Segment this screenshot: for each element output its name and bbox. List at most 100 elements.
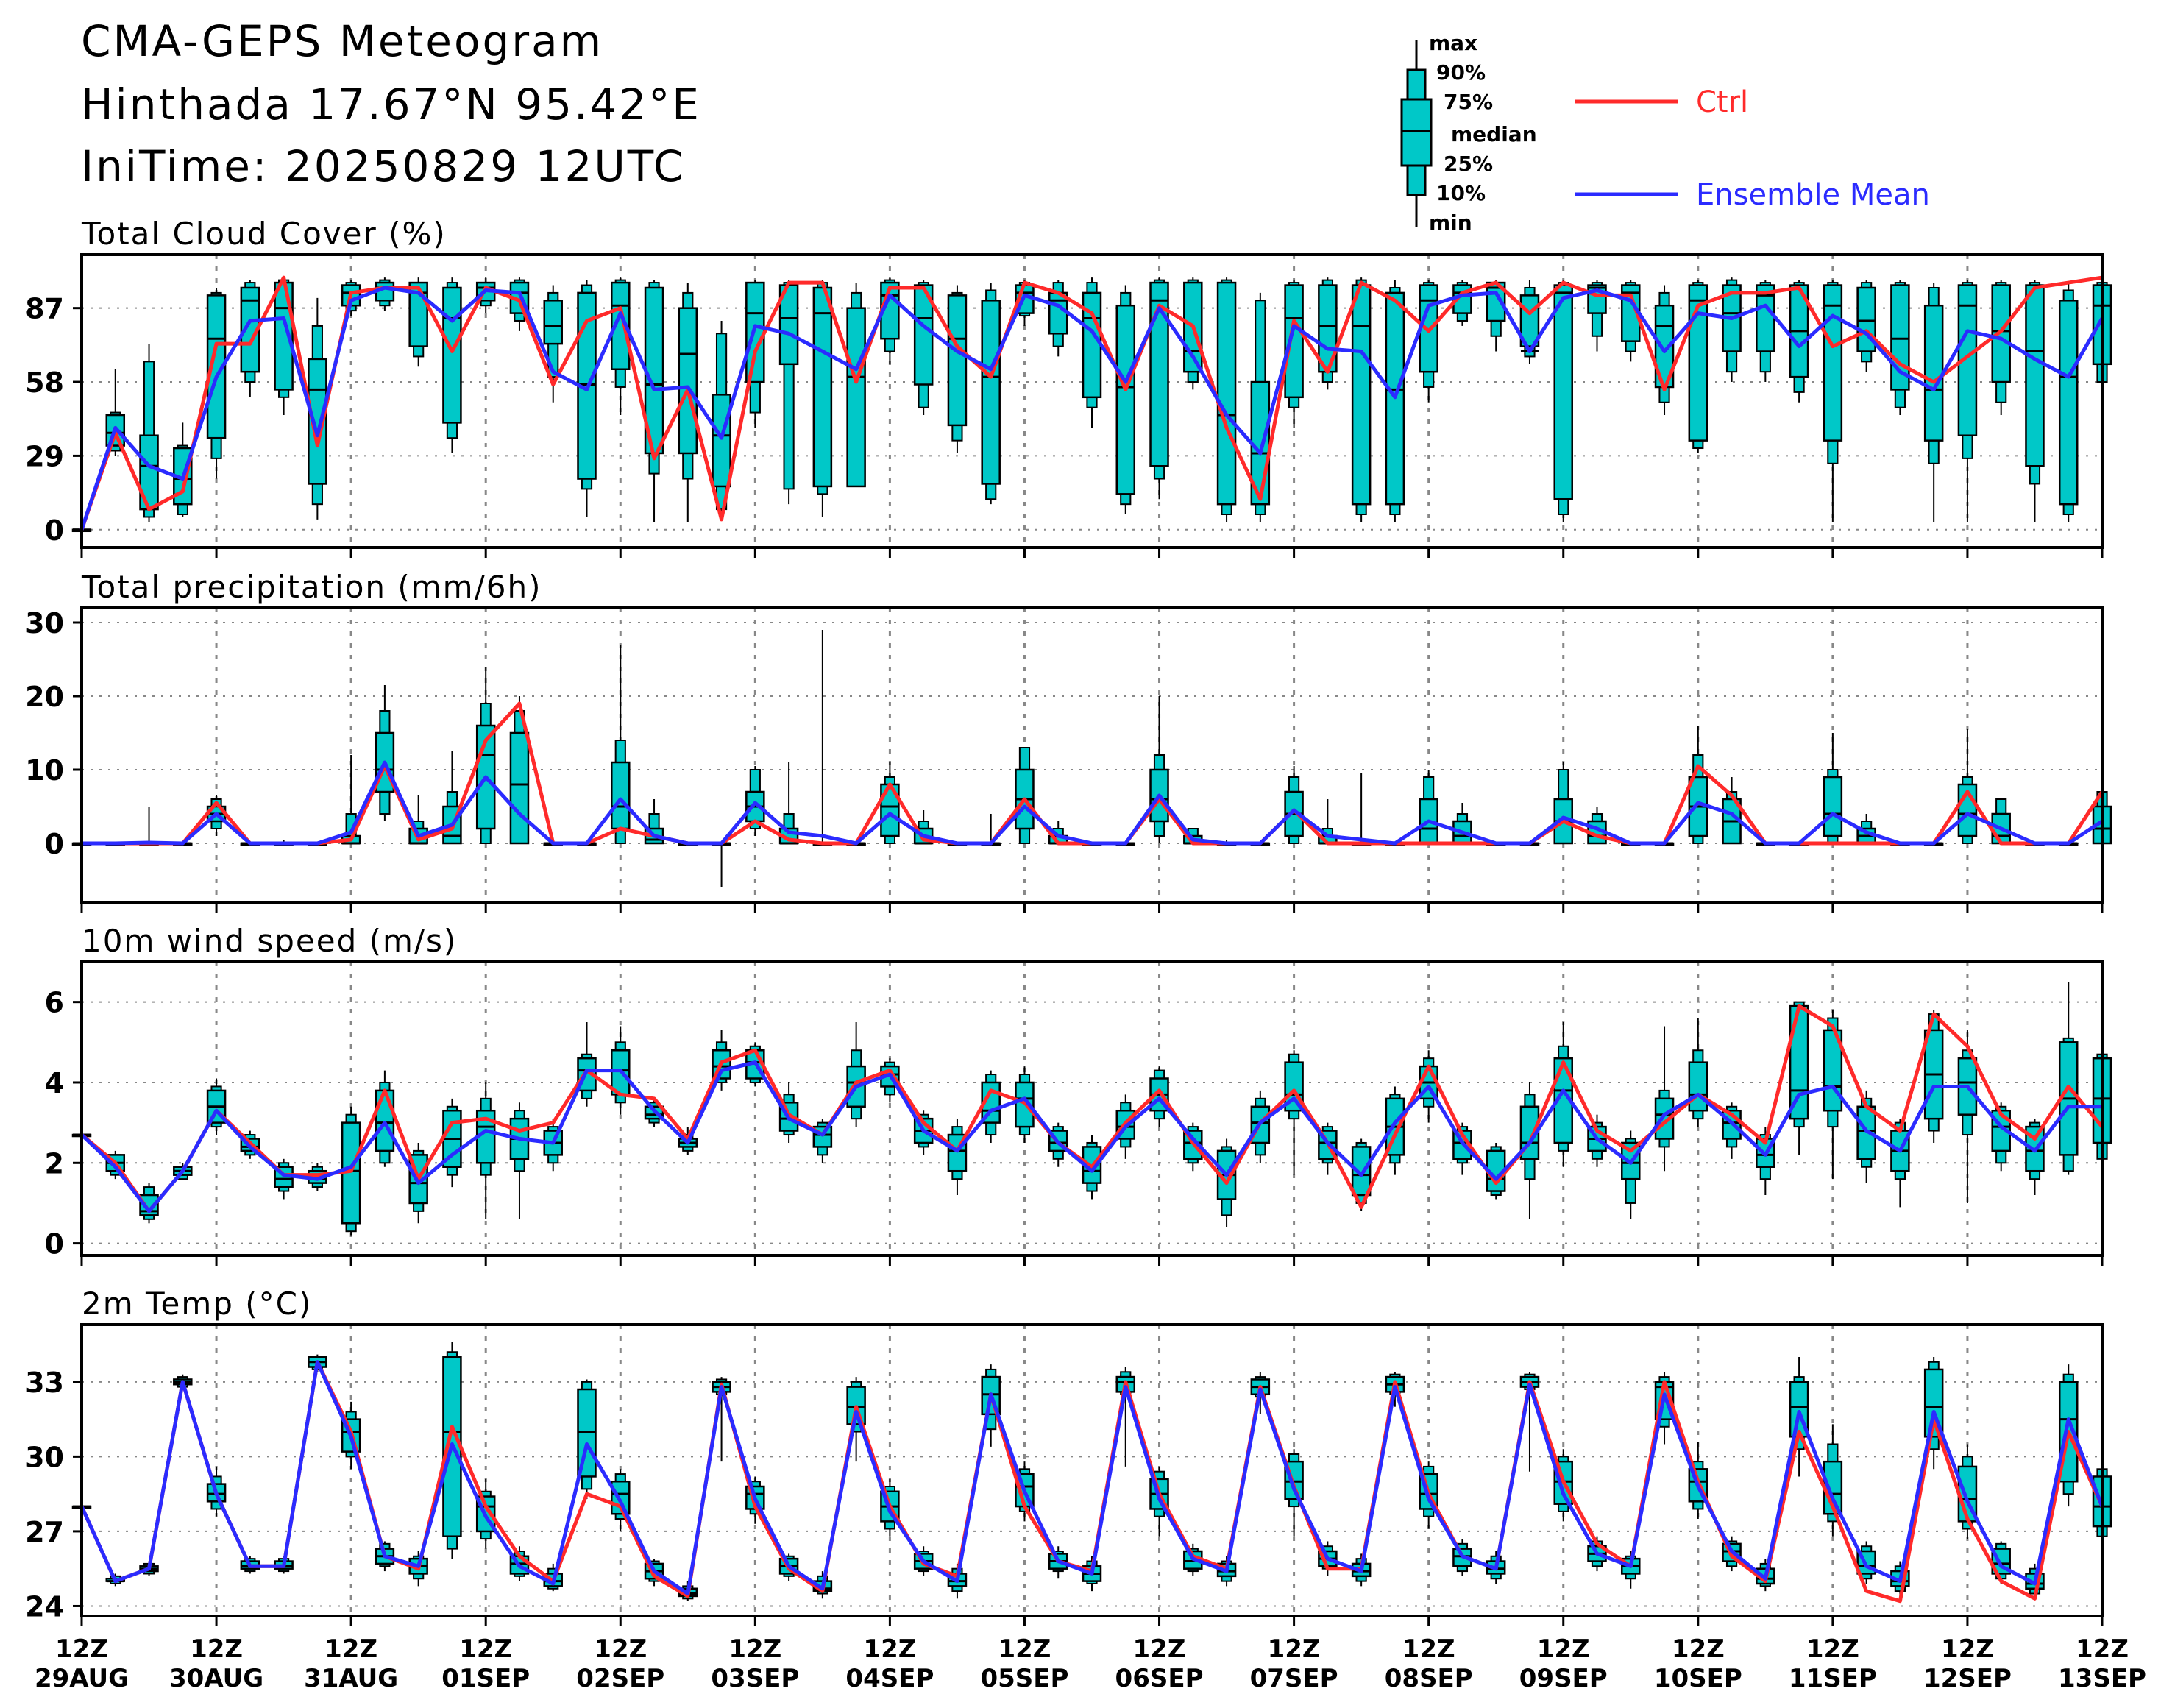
y-tick-label: 30 bbox=[25, 607, 64, 639]
box-25-75 bbox=[1351, 284, 1372, 506]
y-tick-label: 6 bbox=[45, 987, 64, 1019]
y-tick-label: 30 bbox=[25, 1441, 64, 1473]
x-tick-label-hour: 12Z bbox=[459, 1634, 512, 1664]
box-25-75 bbox=[846, 307, 866, 488]
box-25-75 bbox=[1823, 776, 1843, 837]
x-tick-label-day: 03SEP bbox=[711, 1664, 799, 1693]
box-25-75 bbox=[1923, 304, 1944, 442]
box-25-75 bbox=[1553, 284, 1573, 500]
x-tick-label-hour: 12Z bbox=[1133, 1634, 1186, 1664]
x-tick-label-day: 07SEP bbox=[1250, 1664, 1338, 1693]
ensemble-mean-line bbox=[80, 1060, 2102, 1213]
panel-title: 10m wind speed (m/s) bbox=[82, 923, 457, 959]
init-time-label: IniTime: 20250829 12UTC bbox=[81, 141, 686, 191]
panel-title: 2m Temp (°C) bbox=[82, 1286, 312, 1322]
y-tick-label: 58 bbox=[25, 366, 64, 399]
x-tick-label-hour: 12Z bbox=[55, 1634, 108, 1664]
box-25-75 bbox=[812, 286, 833, 488]
box-25-75 bbox=[678, 307, 698, 455]
x-tick-label-hour: 12Z bbox=[324, 1634, 377, 1664]
box-25-75 bbox=[947, 294, 968, 427]
x-tick-label-hour: 12Z bbox=[594, 1634, 647, 1664]
x-tick-label-day: 10SEP bbox=[1654, 1664, 1742, 1693]
x-tick-label-hour: 12Z bbox=[728, 1634, 781, 1664]
y-tick-label: 33 bbox=[25, 1367, 64, 1399]
box-25-75 bbox=[1890, 284, 1910, 391]
page-title: CMA-GEPS Meteogram bbox=[81, 16, 604, 66]
x-tick-label-hour: 12Z bbox=[1941, 1634, 1994, 1664]
ctrl-line bbox=[80, 1004, 2104, 1213]
box-25-75 bbox=[1149, 281, 1169, 467]
x-tick-label-day: 08SEP bbox=[1385, 1664, 1473, 1693]
box-25-75 bbox=[475, 724, 496, 830]
legend-boxplot-label: 90% bbox=[1436, 60, 1486, 85]
box-25-75 bbox=[1519, 294, 1540, 347]
y-tick-label: 29 bbox=[25, 440, 64, 472]
ensemble-mean-line bbox=[79, 286, 2104, 531]
x-tick-label-day: 06SEP bbox=[1115, 1664, 1204, 1693]
x-tick-label-hour: 12Z bbox=[1537, 1634, 1590, 1664]
ctrl-line bbox=[79, 275, 2103, 531]
box-25-75 bbox=[611, 761, 631, 830]
x-tick-label-hour: 12Z bbox=[190, 1634, 243, 1664]
legend-boxplot-label: 25% bbox=[1444, 152, 1493, 176]
y-tick-label: 0 bbox=[45, 828, 64, 860]
x-tick-label-day: 09SEP bbox=[1519, 1664, 1608, 1693]
box-25-75 bbox=[1284, 284, 1304, 399]
y-tick-label: 27 bbox=[25, 1516, 64, 1548]
x-tick-label-day: 11SEP bbox=[1789, 1664, 1877, 1693]
y-tick-label: 20 bbox=[25, 681, 64, 713]
x-tick-label-hour: 12Z bbox=[1402, 1634, 1455, 1664]
x-tick-label-day: 02SEP bbox=[576, 1664, 664, 1693]
y-tick-label: 0 bbox=[45, 1228, 64, 1261]
x-tick-label-day: 30AUG bbox=[169, 1664, 263, 1693]
box-25-75 bbox=[509, 731, 530, 845]
box-25-75 bbox=[1823, 284, 1843, 442]
x-tick-label-day: 29AUG bbox=[35, 1664, 129, 1693]
box-25-75 bbox=[2025, 284, 2045, 467]
box-25-75 bbox=[1789, 1004, 1809, 1120]
x-tick-label-day: 12SEP bbox=[1923, 1664, 2012, 1693]
box-25-75 bbox=[375, 1089, 395, 1152]
x-tick-label-day: 31AUG bbox=[304, 1664, 398, 1693]
box-25-75 bbox=[1216, 281, 1237, 506]
plot-frame bbox=[80, 1323, 2104, 1617]
plot-frame bbox=[80, 960, 2104, 1257]
box-25-75 bbox=[1048, 291, 1068, 335]
plot-frame bbox=[80, 253, 2104, 549]
x-tick-label-day: 13SEP bbox=[2058, 1664, 2146, 1693]
box-25-75 bbox=[981, 300, 1001, 485]
legend-mean-label: Ensemble Mean bbox=[1696, 178, 1930, 212]
x-tick-label-hour: 12Z bbox=[2076, 1634, 2129, 1664]
x-tick-label-hour: 12Z bbox=[998, 1634, 1051, 1664]
box-25-75 bbox=[1115, 304, 1136, 495]
ensemble-mean-line bbox=[79, 1360, 2104, 1596]
x-tick-label-hour: 12Z bbox=[863, 1634, 916, 1664]
x-tick-label-day: 04SEP bbox=[845, 1664, 934, 1693]
legend-boxplot-label: 75% bbox=[1444, 90, 1493, 114]
box-25-75 bbox=[442, 286, 462, 424]
box-25-75 bbox=[375, 281, 395, 302]
legend-boxplot-label: min bbox=[1429, 210, 1472, 235]
box-25-75 bbox=[1856, 286, 1876, 352]
y-tick-label: 2 bbox=[45, 1147, 64, 1180]
legend-boxplot-label: 10% bbox=[1436, 181, 1486, 205]
panel-title: Total Cloud Cover (%) bbox=[81, 216, 447, 252]
x-tick-label-day: 05SEP bbox=[980, 1664, 1068, 1693]
x-tick-label-hour: 12Z bbox=[1672, 1634, 1725, 1664]
x-tick-label-day: 01SEP bbox=[441, 1664, 530, 1693]
box-25-75 bbox=[712, 394, 731, 488]
box-25-75 bbox=[1688, 284, 1708, 442]
ensemble-mean-line bbox=[82, 760, 2104, 846]
x-tick-label-hour: 12Z bbox=[1806, 1634, 1859, 1664]
legend-box-25-75 bbox=[1400, 98, 1433, 167]
y-tick-label: 87 bbox=[25, 293, 64, 325]
box-25-75 bbox=[543, 300, 563, 345]
y-tick-label: 10 bbox=[25, 754, 64, 787]
panel-title: Total precipitation (mm/6h) bbox=[81, 569, 542, 605]
box-25-75 bbox=[1688, 1061, 1708, 1112]
plot-frame bbox=[80, 606, 2104, 904]
y-tick-label: 24 bbox=[25, 1590, 64, 1623]
